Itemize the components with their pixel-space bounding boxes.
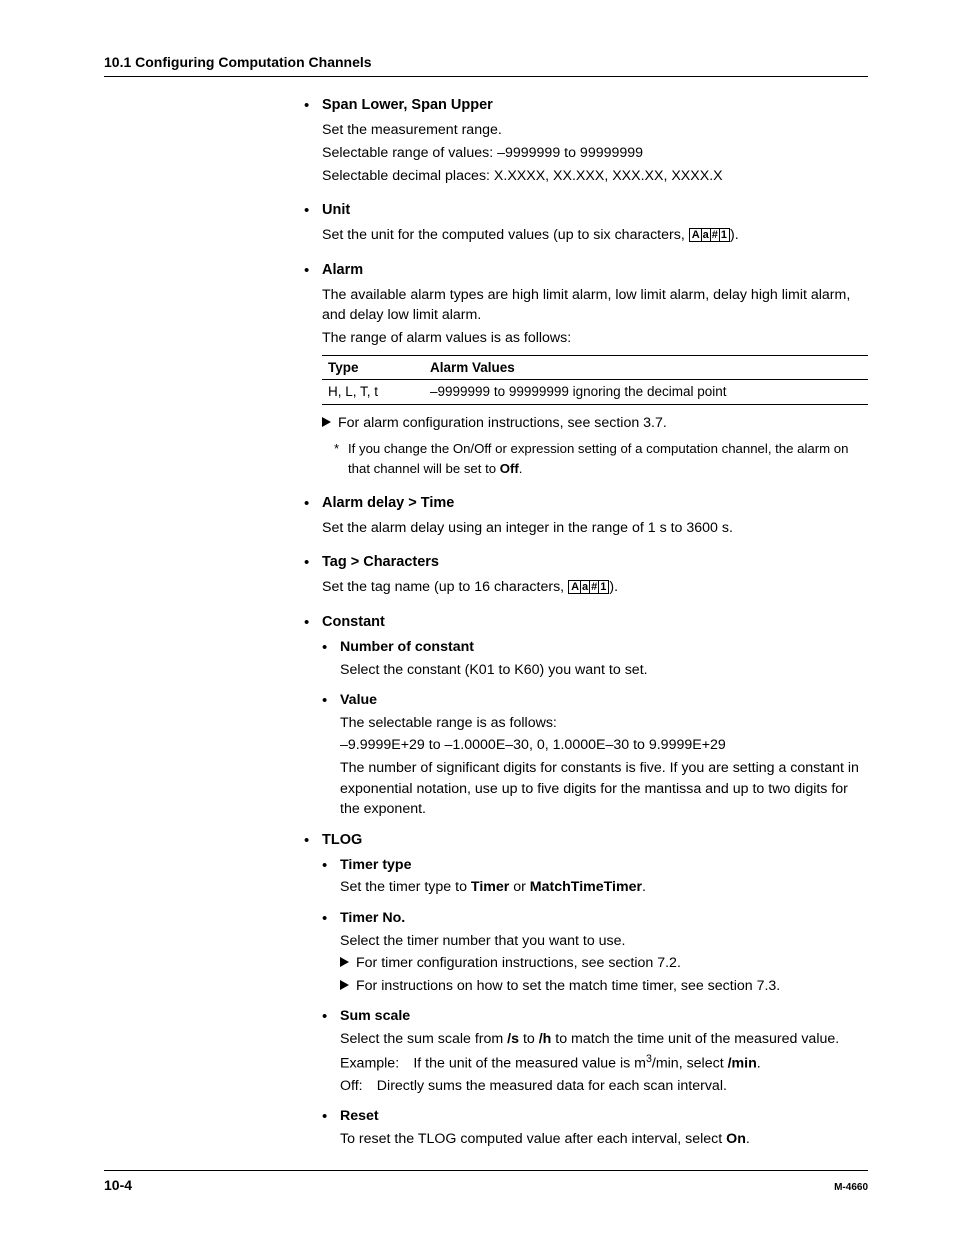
alarm-td-type: H, L, T, t bbox=[322, 380, 424, 405]
item-tag: Tag > Characters bbox=[304, 552, 868, 573]
charset-icon: Aa#1 bbox=[689, 228, 730, 242]
tlog-reset-body: To reset the TLOG computed value after e… bbox=[340, 1129, 868, 1150]
item-tlog-tno: Timer No. bbox=[322, 908, 868, 929]
main-content: Span Lower, Span Upper Set the measureme… bbox=[304, 95, 868, 1149]
item-alarm: Alarm bbox=[304, 260, 868, 281]
item-tlog-sum: Sum scale bbox=[322, 1006, 868, 1027]
alarm-foot-c: . bbox=[519, 461, 523, 476]
alarm-td-values: –9999999 to 99999999 ignoring the decima… bbox=[424, 380, 868, 405]
item-unit: Unit bbox=[304, 200, 868, 221]
tlog-sum-l3: Off: Directly sums the measured data for… bbox=[340, 1076, 868, 1097]
constant-num-l1: Select the constant (K01 to K60) you wan… bbox=[340, 660, 868, 681]
alarm-th-type: Type bbox=[322, 355, 424, 380]
doc-id: M-4660 bbox=[834, 1181, 868, 1196]
item-tlog-reset: Reset bbox=[322, 1106, 868, 1127]
tag-l1: Set the tag name (up to 16 characters, A… bbox=[322, 577, 868, 598]
alarm-title: Alarm bbox=[322, 262, 363, 278]
span-l3: Selectable decimal places: X.XXXX, XX.XX… bbox=[322, 166, 868, 187]
tlog-ttype-body: Set the timer type to Timer or MatchTime… bbox=[340, 877, 868, 898]
tlog-sum-l2: Example: If the unit of the measured val… bbox=[340, 1052, 868, 1074]
constant-val-title: Value bbox=[340, 692, 377, 708]
tag-body: Set the tag name (up to 16 characters, A… bbox=[322, 577, 868, 598]
item-constant: Constant bbox=[304, 612, 868, 633]
unit-body: Set the unit for the computed values (up… bbox=[322, 225, 868, 246]
delay-l1: Set the alarm delay using an integer in … bbox=[322, 518, 868, 539]
item-delay: Alarm delay > Time bbox=[304, 493, 868, 514]
constant-body: Number of constant Select the constant (… bbox=[322, 637, 868, 820]
alarm-body: The available alarm types are high limit… bbox=[322, 285, 868, 479]
constant-val-l1: The selectable range is as follows: bbox=[340, 713, 868, 734]
constant-val-l3: The number of significant digits for con… bbox=[340, 758, 868, 820]
alarm-th-values: Alarm Values bbox=[424, 355, 868, 380]
tlog-ttype-title: Timer type bbox=[340, 857, 412, 873]
page-number: 10-4 bbox=[104, 1175, 132, 1195]
tlog-sum-title: Sum scale bbox=[340, 1008, 410, 1024]
tlog-title: TLOG bbox=[322, 832, 362, 848]
span-body: Set the measurement range. Selectable ra… bbox=[322, 120, 868, 186]
tag-l1b: ). bbox=[609, 579, 618, 595]
constant-num-body: Select the constant (K01 to K60) you wan… bbox=[340, 660, 868, 681]
delay-body: Set the alarm delay using an integer in … bbox=[322, 518, 868, 539]
item-tlog-ttype: Timer type bbox=[322, 855, 868, 876]
tlog-sum-body: Select the sum scale from /s to /h to ma… bbox=[340, 1029, 868, 1097]
constant-val-body: The selectable range is as follows: –9.9… bbox=[340, 713, 868, 820]
tlog-tno-title: Timer No. bbox=[340, 910, 405, 926]
item-constant-val: Value bbox=[322, 690, 868, 711]
item-span: Span Lower, Span Upper bbox=[304, 95, 868, 116]
span-l2: Selectable range of values: –9999999 to … bbox=[322, 143, 868, 164]
tlog-sum-l1: Select the sum scale from /s to /h to ma… bbox=[340, 1029, 868, 1050]
span-l1: Set the measurement range. bbox=[322, 120, 868, 141]
tlog-tno-body: Select the timer number that you want to… bbox=[340, 931, 868, 997]
running-header: 10.1 Configuring Computation Channels bbox=[104, 52, 868, 77]
tlog-ttype-l1: Set the timer type to Timer or MatchTime… bbox=[340, 877, 868, 898]
tlog-tno-n1: For timer configuration instructions, se… bbox=[340, 953, 868, 974]
alarm-foot-b: Off bbox=[500, 461, 519, 476]
alarm-foot-a: If you change the On/Off or expression s… bbox=[348, 441, 848, 476]
tlog-reset-l1: To reset the TLOG computed value after e… bbox=[340, 1129, 868, 1150]
span-title: Span Lower, Span Upper bbox=[322, 97, 493, 113]
constant-val-l2: –9.9999E+29 to –1.0000E–30, 0, 1.0000E–3… bbox=[340, 735, 868, 756]
tag-title: Tag > Characters bbox=[322, 554, 439, 570]
tag-l1a: Set the tag name (up to 16 characters, bbox=[322, 579, 568, 595]
constant-num-title: Number of constant bbox=[340, 639, 474, 655]
unit-title: Unit bbox=[322, 202, 350, 218]
unit-l1a: Set the unit for the computed values (up… bbox=[322, 227, 689, 243]
alarm-l1: The available alarm types are high limit… bbox=[322, 285, 868, 326]
tlog-tno-l1: Select the timer number that you want to… bbox=[340, 931, 868, 952]
alarm-note: For alarm configuration instructions, se… bbox=[322, 413, 868, 434]
tlog-body: Timer type Set the timer type to Timer o… bbox=[322, 855, 868, 1150]
item-tlog: TLOG bbox=[304, 830, 868, 851]
tlog-tno-n2: For instructions on how to set the match… bbox=[340, 976, 868, 997]
alarm-l2: The range of alarm values is as follows: bbox=[322, 328, 868, 349]
page-footer: 10-4 M-4660 bbox=[104, 1170, 868, 1196]
alarm-table: Type Alarm Values H, L, T, t –9999999 to… bbox=[322, 355, 868, 405]
item-constant-num: Number of constant bbox=[322, 637, 868, 658]
charset-icon: Aa#1 bbox=[568, 580, 609, 594]
delay-title: Alarm delay > Time bbox=[322, 495, 454, 511]
tlog-reset-title: Reset bbox=[340, 1108, 379, 1124]
alarm-footnote: If you change the On/Off or expression s… bbox=[334, 439, 868, 479]
unit-l1: Set the unit for the computed values (up… bbox=[322, 225, 868, 246]
unit-l1b: ). bbox=[730, 227, 739, 243]
constant-title: Constant bbox=[322, 614, 385, 630]
